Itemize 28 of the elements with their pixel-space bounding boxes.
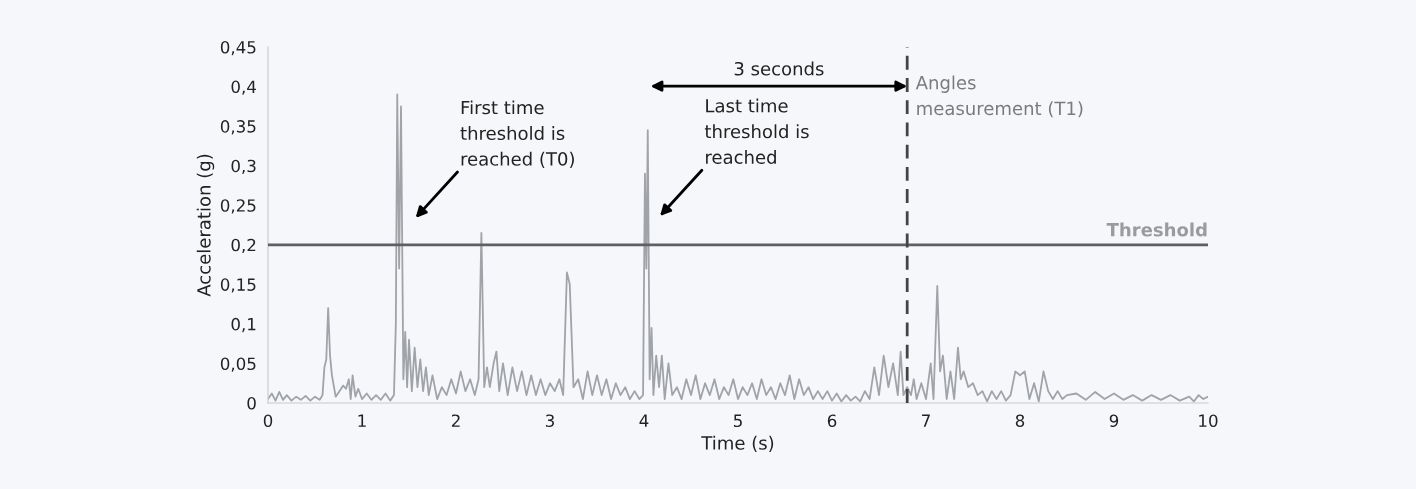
annotation: 3 seconds <box>734 61 824 76</box>
y-tick-label: 0 <box>247 396 256 410</box>
y-tick-label: 0,25 <box>220 199 256 214</box>
y-tick-label: 0,05 <box>220 357 256 372</box>
annotation: First time threshold is reached (T0) <box>460 100 574 168</box>
ref-line-label: Angles measurement (T1) <box>915 75 1083 118</box>
x-tick-label: 2 <box>451 414 460 427</box>
ref-line-label: Threshold <box>1106 222 1207 237</box>
x-tick-label: 6 <box>827 414 837 428</box>
x-tick-label: 1 <box>358 414 366 427</box>
x-tick-label: 0 <box>263 414 273 428</box>
x-tick-label: 9 <box>1109 414 1119 428</box>
y-tick-label: 0,45 <box>220 40 256 56</box>
y-tick-label: 0,1 <box>231 317 256 333</box>
x-tick-label: 7 <box>922 414 930 427</box>
y-tick-label: 0,3 <box>231 159 256 174</box>
y-axis-title: Acceleration (g) <box>196 154 215 297</box>
y-tick-label: 0,2 <box>231 238 256 254</box>
x-axis-title: Time (s) <box>701 435 774 452</box>
y-tick-label: 0,15 <box>220 278 256 293</box>
x-tick-label: 8 <box>1015 414 1025 428</box>
x-tick-label: 3 <box>545 414 554 428</box>
x-tick-label: 4 <box>639 414 649 427</box>
x-tick-label: 5 <box>733 414 742 428</box>
annotation: Last time threshold is reached <box>704 98 809 164</box>
y-tick-label: 0,35 <box>220 120 256 135</box>
x-tick-label: 10 <box>1199 414 1218 428</box>
y-tick-label: 0,4 <box>231 80 256 95</box>
